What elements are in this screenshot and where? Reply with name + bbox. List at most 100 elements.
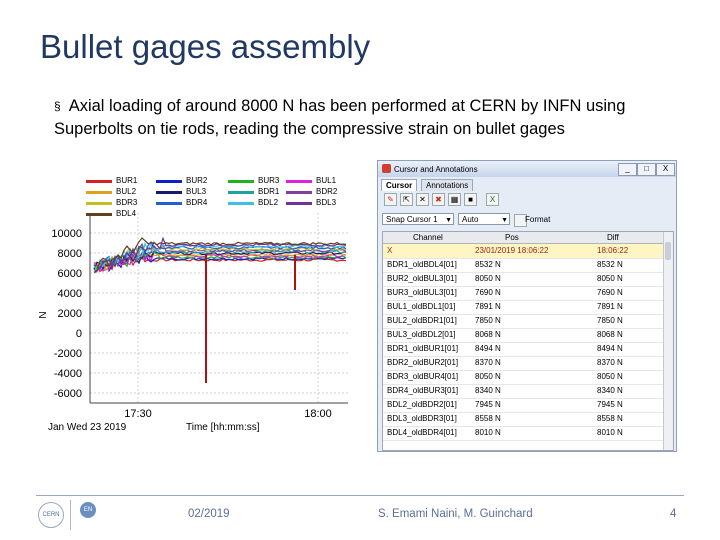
cursor-annotations-panel: Cursor and Annotations _ □ X Cursor Anno… [377, 160, 677, 452]
footer-authors: S. Emami Naini, M. Guinchard [378, 508, 533, 520]
table-header: Channel Pos Diff [383, 232, 664, 244]
column-channel[interactable]: Channel [413, 233, 443, 242]
legend-item: BDR3 [86, 198, 156, 208]
cell-diff: 7850 N [597, 316, 623, 325]
cell-pos: 8010 N [475, 428, 501, 437]
x-tick-label: 18:00 [304, 408, 332, 420]
y-tick-label: 6000 [58, 268, 82, 280]
table-row[interactable]: BUL3_oldBDL2[01] 8068 N 8068 N [383, 328, 664, 343]
cell-diff: 8010 N [597, 428, 623, 437]
table-row[interactable]: BUL2_oldBDR1[01] 7850 N 7850 N [383, 314, 664, 329]
cell-channel: BDR2_oldBUR2[01] [387, 358, 459, 367]
close-button[interactable]: X [656, 163, 675, 176]
legend-item: BDR2 [286, 187, 356, 197]
cell-pos: 7945 N [475, 400, 501, 409]
series-line [93, 244, 347, 273]
cell-diff: 8050 N [597, 372, 623, 381]
cell-diff: 8068 N [597, 330, 623, 339]
cell-diff: 8340 N [597, 386, 623, 395]
cell-pos: 8068 N [475, 330, 501, 339]
tab-cursor[interactable]: Cursor [381, 179, 418, 191]
maximize-button[interactable]: □ [637, 163, 656, 176]
table-row[interactable]: BDR4_oldBUR3[01] 8340 N 8340 N [383, 384, 664, 399]
legend-swatch [156, 180, 182, 183]
format-checkbox[interactable] [514, 214, 527, 227]
legend-item: BUR3 [228, 176, 298, 186]
table-scrollbar[interactable] [663, 232, 673, 450]
y-tick-label: 4000 [58, 288, 82, 300]
page-number: 4 [670, 508, 677, 520]
delete-icon[interactable]: ✖ [432, 193, 445, 206]
cell-diff: 7891 N [597, 302, 623, 311]
cursor-table: Channel Pos Diff X 23/01/2019 18:06:22 18:… [382, 231, 674, 451]
column-pos[interactable]: Pos [505, 233, 519, 242]
y-tick-label: 10000 [51, 228, 82, 240]
table-row[interactable]: X 23/01/2019 18:06:22 18:06:22 [383, 244, 664, 259]
cell-diff: 8370 N [597, 358, 623, 367]
cell-diff: 8494 N [597, 344, 623, 353]
legend-item: BUL3 [156, 187, 226, 197]
legend-label: BUR3 [258, 176, 280, 185]
table-row[interactable]: BDL3_oldBDR3[01] 8558 N 8558 N [383, 412, 664, 427]
cell-channel: BUL3_oldBDL2[01] [387, 330, 456, 339]
table-row[interactable]: BUL1_oldBDL1[01] 7891 N 7891 N [383, 300, 664, 315]
y-axis: 10000 8000 6000 4000 2000 0 -2000 -4000 -6000 N [38, 228, 82, 400]
bullet-marker: § [54, 99, 61, 113]
table-row[interactable]: BUR3_oldBUL3[01] 7690 N 7690 N [383, 286, 664, 301]
save-icon[interactable]: ■ [464, 193, 477, 206]
panel-titlebar[interactable]: Cursor and Annotations _ □ X [378, 161, 676, 177]
pin-icon[interactable]: ✎ [384, 193, 397, 206]
cell-diff: 7945 N [597, 400, 623, 409]
cell-pos: 8532 N [475, 260, 501, 269]
table-row[interactable]: BDL4_oldBDR4[01] 8010 N 8010 N [383, 426, 664, 441]
grid-icon[interactable]: ▦ [448, 193, 461, 206]
footer-date: 02/2019 [188, 508, 230, 520]
cell-channel: BDL2_oldBDR2[01] [387, 400, 457, 409]
table-row[interactable]: BUR2_oldBUL3[01] 8050 N 8050 N [383, 272, 664, 287]
legend-label: BDL3 [316, 198, 337, 207]
cell-pos: 23/01/2019 18:06:22 [475, 246, 549, 255]
cell-diff: 7690 N [597, 288, 623, 297]
slide-title: Bullet gages assembly [40, 28, 371, 65]
table-row[interactable]: BDR2_oldBUR2[01] 8370 N 8370 N [383, 356, 664, 371]
mode-select[interactable]: Auto ▼ [458, 213, 510, 225]
legend-swatch [156, 202, 182, 205]
cell-pos: 8494 N [475, 344, 501, 353]
legend-item: BDL3 [286, 198, 356, 208]
legend-label: BDR3 [116, 198, 138, 207]
legend-label: BUR2 [186, 176, 208, 185]
x-axis-label: Time [hh:mm:ss] [186, 422, 260, 433]
legend-label: BDR2 [316, 187, 338, 196]
series-line [93, 237, 347, 273]
legend-swatch [286, 202, 312, 205]
app-icon [382, 164, 391, 173]
mode-value: Auto [462, 215, 479, 224]
cern-logo: CERN [38, 502, 64, 528]
cursor-icon[interactable]: ⇱ [400, 193, 413, 206]
excel-icon[interactable]: X [486, 193, 499, 206]
cross-icon[interactable]: ✕ [416, 193, 429, 206]
cell-channel: BUL1_oldBDL1[01] [387, 302, 456, 311]
bullet-text: Axial loading of around 8000 N has been … [54, 97, 626, 138]
legend-item: BDL4 [86, 209, 156, 219]
chart-legend: BUR1 BUR2 BUR3 BUL1 BUL2 BUL3 BDR1 BDR2 BDR3 BDR4… [86, 176, 358, 224]
y-tick-label: -2000 [54, 348, 82, 360]
cell-channel: BDR1_oldBDL4[01] [387, 260, 457, 269]
minimize-button[interactable]: _ [618, 163, 637, 176]
legend-swatch [286, 180, 312, 183]
legend-swatch [156, 191, 182, 194]
snap-cursor-select[interactable]: Snap Cursor 1 ▼ [382, 213, 454, 225]
tab-annotations[interactable]: Annotations [421, 179, 474, 191]
legend-swatch [86, 180, 112, 183]
panel-title: Cursor and Annotations [394, 165, 478, 174]
table-row[interactable]: BDR3_oldBUR4[01] 8050 N 8050 N [383, 370, 664, 385]
table-row[interactable]: BDL2_oldBDR2[01] 7945 N 7945 N [383, 398, 664, 413]
column-diff[interactable]: Diff [607, 233, 619, 242]
table-row[interactable]: BDR1_oldBUR1[01] 8494 N 8494 N [383, 342, 664, 357]
bullet-point: § Axial loading of around 8000 N has been… [54, 95, 704, 140]
y-tick-label: -4000 [54, 368, 82, 380]
legend-item: BUR2 [156, 176, 226, 186]
table-row[interactable]: BDR1_oldBDL4[01] 8532 N 8532 N [383, 258, 664, 273]
scrollbar-thumb[interactable] [665, 242, 671, 260]
cell-pos: 7891 N [475, 302, 501, 311]
